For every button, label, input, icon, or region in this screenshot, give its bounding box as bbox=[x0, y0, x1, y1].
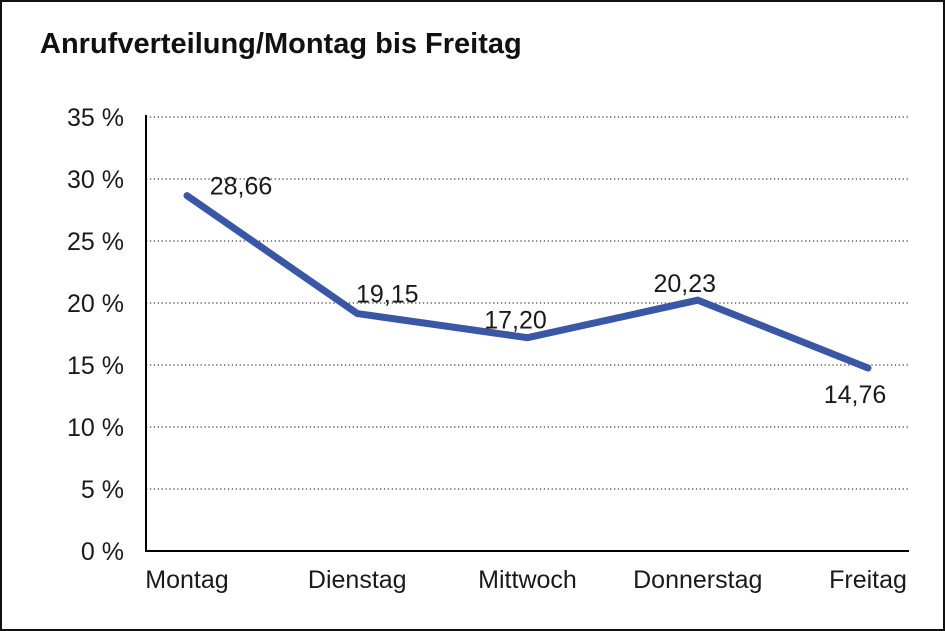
y-tick-label: 0 % bbox=[81, 538, 124, 566]
x-tick-label: Montag bbox=[145, 566, 228, 594]
x-tick-label: Donnerstag bbox=[633, 566, 762, 594]
data-point-label: 20,23 bbox=[653, 270, 716, 298]
data-line bbox=[183, 192, 872, 372]
data-point-label: 28,66 bbox=[210, 173, 273, 201]
data-point-label: 14,76 bbox=[824, 381, 887, 409]
y-tick-label: 15 % bbox=[67, 352, 124, 380]
y-tick-label: 10 % bbox=[67, 414, 124, 442]
x-tick-label: Dienstag bbox=[308, 566, 407, 594]
y-tick-label: 35 % bbox=[67, 104, 124, 132]
y-tick-label: 25 % bbox=[67, 228, 124, 256]
x-tick-label: Freitag bbox=[829, 566, 907, 594]
x-tick-label: Mittwoch bbox=[478, 566, 577, 594]
chart-title: Anrufverteilung/Montag bis Freitag bbox=[40, 28, 522, 60]
data-point-label: 17,20 bbox=[484, 307, 547, 335]
y-tick-label: 20 % bbox=[67, 290, 124, 318]
y-tick-label: 30 % bbox=[67, 166, 124, 194]
data-point-label: 19,15 bbox=[356, 281, 419, 309]
y-tick-label: 5 % bbox=[81, 476, 124, 504]
